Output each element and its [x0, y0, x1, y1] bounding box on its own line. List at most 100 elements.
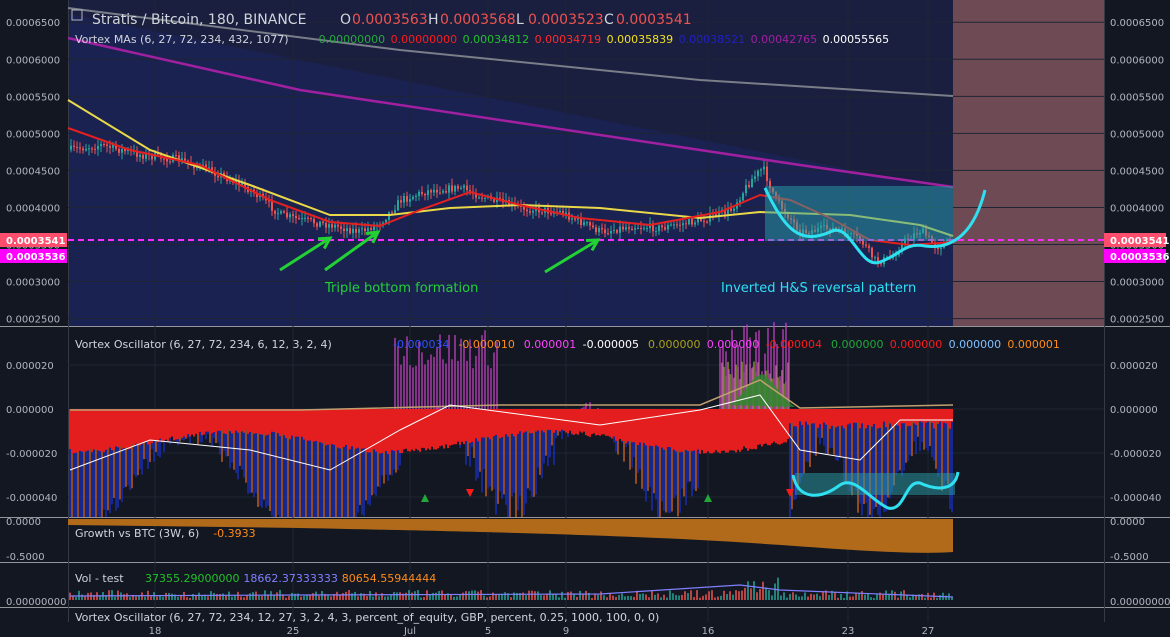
candle-body	[91, 148, 93, 150]
candle-body	[112, 144, 114, 148]
candle-body	[937, 248, 939, 250]
candle-body	[940, 247, 942, 250]
ma-1077-line	[67, 7, 954, 97]
vol-value: 80654.55944444	[342, 572, 436, 585]
vol-avg-line	[69, 584, 954, 598]
candle-body	[583, 222, 585, 225]
candle-body	[412, 196, 414, 200]
candle-body	[109, 145, 111, 148]
candle-body	[499, 197, 501, 199]
candle-body	[316, 223, 318, 227]
candle-body	[421, 192, 423, 195]
candle-body	[862, 240, 864, 245]
osc-white-line	[69, 394, 953, 471]
x-tick-label: 5	[485, 626, 491, 637]
price-ytick-left: 0.0005500	[6, 92, 60, 103]
candle-body	[193, 164, 195, 169]
vol-ytick-right: 0.00000000	[1110, 597, 1170, 608]
candle-body	[124, 149, 126, 152]
candle-body	[484, 197, 486, 199]
candle-body	[727, 208, 729, 215]
candle-body	[946, 239, 948, 243]
candle-body	[901, 243, 903, 252]
candle-body	[70, 145, 72, 150]
vortex-osc-value: 0.000000	[648, 338, 701, 351]
candle-body	[658, 225, 660, 232]
x-tick-label: 16	[702, 626, 715, 637]
candle-body	[121, 149, 123, 153]
candle-body	[466, 185, 468, 191]
ma-tag-bg	[1104, 249, 1166, 263]
candle-body	[589, 222, 591, 226]
price-tag-value: 0.0003541	[1110, 236, 1170, 247]
candle-body	[163, 158, 165, 160]
ohlc-value: 0.0003523	[528, 12, 604, 28]
candle-body	[730, 208, 732, 211]
candle-body	[616, 230, 618, 233]
price-ytick-right: 0.0004500	[1110, 166, 1164, 177]
candle-body	[157, 153, 159, 155]
candle-body	[751, 178, 753, 187]
candle-body	[670, 224, 672, 226]
candle-body	[271, 201, 273, 211]
candle-body	[346, 228, 348, 232]
candle-body	[697, 217, 699, 223]
candle-body	[493, 198, 495, 202]
hs-box	[765, 186, 953, 241]
candle-body	[106, 144, 108, 146]
vortex-mas-value: 0.00034719	[535, 33, 601, 46]
candle-body	[223, 172, 225, 176]
candle-body	[103, 143, 105, 145]
growth-ytick-right: 0.0000	[1110, 517, 1145, 528]
osc-right-bg	[953, 328, 1104, 518]
inverted-hs-label: Inverted H&S reversal pattern	[721, 281, 916, 296]
candle-body	[436, 189, 438, 193]
price-ytick-left: 0.0004500	[6, 166, 60, 177]
vortex-osc-value: 0.000000	[890, 338, 943, 351]
candle-body	[895, 255, 897, 257]
candle-body	[415, 195, 417, 197]
vortex-osc-value: -0.000010	[458, 338, 514, 351]
candle-body	[598, 227, 600, 233]
candle-body	[640, 228, 642, 230]
candle-body	[541, 212, 543, 214]
candle-body	[604, 229, 606, 234]
vortex-mas-value: 0.00000000	[391, 33, 457, 46]
osc-signal-marker	[421, 494, 429, 502]
green-arrow-shaft	[279, 236, 331, 272]
price-ytick-right: 0.0002500	[1110, 315, 1164, 326]
candle-body	[145, 153, 147, 159]
candle-body	[448, 185, 450, 193]
vortex-mas-value: 0.00034812	[463, 33, 529, 46]
candle-body	[283, 211, 285, 213]
collapse-icon[interactable]	[71, 9, 83, 21]
vortex-osc-value: 0.000000	[831, 338, 884, 351]
candle-body	[643, 228, 645, 230]
candle-body	[79, 147, 81, 149]
green-arrow-head	[585, 238, 601, 252]
growth-area	[68, 519, 953, 553]
candle-body	[82, 148, 84, 151]
candle-body	[340, 226, 342, 229]
candle-body	[652, 223, 654, 232]
candle-body	[706, 221, 708, 223]
triple-bottom-label: Triple bottom formation	[324, 281, 478, 296]
osc-signal-marker	[786, 489, 794, 497]
osc-ytick-right: -0.000040	[1110, 493, 1161, 504]
candle-body	[328, 224, 330, 228]
candle-body	[409, 199, 411, 202]
candle-body	[628, 227, 630, 229]
candle-body	[595, 227, 597, 233]
candle-body	[352, 228, 354, 234]
candle-body	[85, 149, 87, 151]
symbol-title: Stratis / Bitcoin, 180, BINANCE	[92, 12, 306, 28]
osc-ytick-right: 0.000020	[1110, 361, 1158, 372]
candle-body	[241, 183, 243, 186]
ohlc-label: C	[604, 12, 614, 28]
candle-body	[457, 185, 459, 189]
ohlc-value: 0.0003541	[616, 12, 692, 28]
osc-bars-group	[69, 322, 953, 517]
candle-body	[169, 161, 171, 163]
candle-body	[550, 213, 552, 215]
